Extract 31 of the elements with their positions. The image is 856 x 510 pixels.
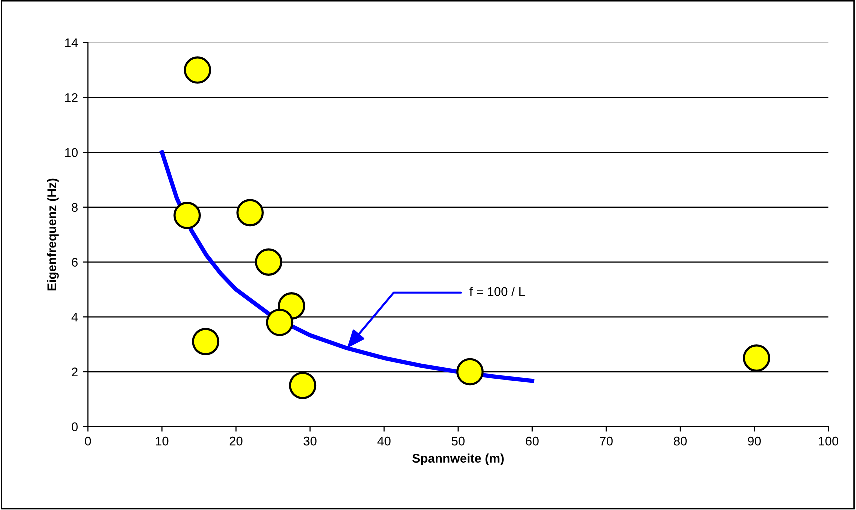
point — [184, 56, 212, 84]
x-tick-label: 70 — [600, 436, 613, 446]
point — [174, 202, 202, 230]
point — [289, 372, 317, 400]
x-tick-label: 80 — [674, 436, 687, 446]
point — [192, 328, 220, 356]
y-tick-label: 10 — [65, 148, 78, 158]
point — [266, 308, 294, 336]
y-tick-label: 6 — [72, 258, 78, 267]
point — [456, 358, 484, 386]
x-tick-label: 20 — [230, 436, 243, 446]
y-tick-label: 12 — [65, 94, 78, 102]
y-tick-label: 0 — [72, 422, 78, 432]
point — [255, 248, 282, 276]
y-tick-label: 8 — [72, 203, 78, 212]
y-tick-label: 2 — [72, 368, 78, 377]
x-axis-title: Spannweite (m) — [412, 454, 504, 466]
x-tick-label: 100 — [819, 436, 839, 446]
x-tick-label: 0 — [85, 436, 92, 446]
x-tick-label: 90 — [748, 436, 762, 446]
point — [743, 344, 770, 372]
annotation: f = 100 / L — [470, 287, 526, 296]
x-tick-label: 30 — [304, 436, 317, 446]
y-axis-title: Eigenfrequenz (Hz) — [47, 178, 59, 291]
x-tick-label: 10 — [156, 436, 169, 446]
x-tick-label: 50 — [452, 436, 465, 446]
x-tick-label: 40 — [378, 436, 391, 446]
y-tick-label: 4 — [72, 313, 78, 322]
y-tick-label: 14 — [65, 38, 78, 48]
point — [236, 199, 264, 227]
x-tick-label: 60 — [526, 436, 539, 446]
